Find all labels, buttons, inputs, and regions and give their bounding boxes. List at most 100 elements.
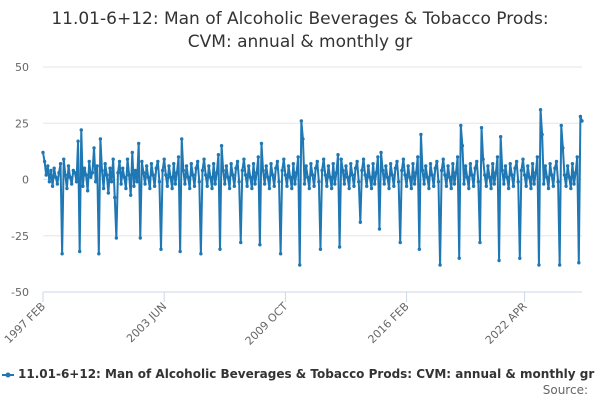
data-point [377,227,382,231]
data-point [140,159,144,164]
data-point [95,164,99,168]
data-point [231,173,235,177]
data-point [181,168,186,173]
data-point [237,180,241,184]
data-point [454,171,458,175]
data-point [495,155,500,159]
data-point [535,155,540,159]
data-point [403,173,407,177]
data-point [227,186,232,191]
data-point [414,171,418,175]
data-point [326,164,331,168]
data-point [369,186,374,191]
data-point [250,186,254,191]
data-point [333,182,337,186]
data-point [366,164,371,168]
data-point [561,146,565,150]
data-point [60,252,64,256]
data-point [570,162,575,166]
legend[interactable]: 11.01-6+12: Man of Alcoholic Beverages &… [0,366,600,384]
data-point [404,184,409,188]
data-point [270,173,275,177]
data-point [243,173,248,177]
data-point [240,168,245,173]
data-point [283,173,288,177]
x-tick-label: 2009 OCT [243,300,291,348]
data-point [254,171,259,175]
data-point [532,182,536,186]
chart-title: 11.01-6+12: Man of Alcoholic Beverages &… [0,8,600,54]
data-point [486,164,490,168]
data-point [393,166,398,170]
x-axis: 1997 FEB 2003 JUN 2009 OCT 2016 FEB 2022 APR [2,291,582,348]
data-point [70,182,74,186]
data-point [534,171,538,175]
data-point [460,144,465,148]
data-point [74,180,79,184]
data-point [119,182,123,186]
data-point [151,173,155,177]
data-point [242,157,246,161]
data-point [92,146,96,150]
data-point [569,186,573,191]
data-point [258,243,262,247]
data-point [337,245,342,249]
data-point [545,175,549,179]
data-point [470,173,474,177]
data-point [572,182,576,186]
data-point [428,162,433,166]
x-tick-label: 1997 FEB [2,300,48,346]
source-label: Source: [542,383,588,397]
data-point [559,123,563,128]
data-point [417,247,422,251]
data-point [380,168,385,173]
data-point [101,186,106,191]
data-point [487,175,492,179]
data-point [436,180,441,184]
data-point [188,186,192,191]
data-point [478,240,482,245]
data-point [347,186,351,191]
data-point [438,263,442,267]
data-point [152,184,157,188]
data-point [97,252,101,256]
data-point [138,236,142,240]
data-point [108,166,112,170]
data-point [379,150,383,155]
data-point [90,171,95,175]
x-tick-label: 2003 JUN [124,300,169,345]
data-point [266,175,270,179]
x-tick-label: 2016 FEB [366,300,412,346]
data-point [173,182,178,186]
data-point [89,175,93,179]
data-point [408,175,412,179]
data-point [451,162,455,166]
data-point [503,164,508,168]
chart-title-line-1: 11.01-6+12: Man of Alcoholic Beverages &… [51,9,549,29]
data-point [85,189,90,193]
data-point [329,186,334,191]
data-point [294,171,299,175]
data-point [345,175,350,179]
data-point [205,184,209,188]
data-point [433,166,437,170]
data-point [553,166,557,170]
data-point [304,164,308,168]
data-point [199,252,203,256]
data-point [290,186,294,191]
data-point [363,173,367,177]
data-point [44,173,48,177]
data-point [288,175,292,179]
data-point [435,159,439,164]
data-point [299,119,304,123]
data-point [144,164,149,168]
data-point [412,182,417,186]
legend-label: 11.01-6+12: Man of Alcoholic Beverages &… [18,367,595,381]
data-point [130,150,134,155]
data-point [457,256,461,260]
data-point [321,157,326,161]
data-point [221,168,225,173]
data-point [372,182,377,186]
data-point [502,182,506,186]
data-point [365,184,369,188]
